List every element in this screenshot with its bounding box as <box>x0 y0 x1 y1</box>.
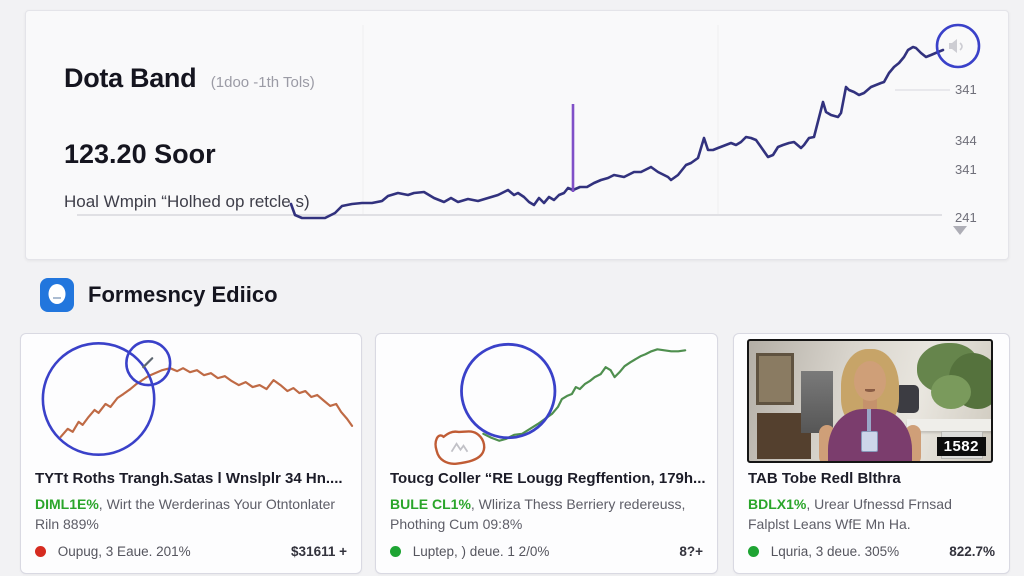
main-price-chart[interactable] <box>0 0 1024 260</box>
card2-description: BULE CL1%, Wliriza Thess Berriery redere… <box>390 494 703 535</box>
card3-description: BDLX1%, Urear Ufnessd Frnsad Falplst Lea… <box>748 494 995 535</box>
wall-art <box>756 353 794 405</box>
card1-value: $31611 + <box>291 544 347 559</box>
y-axis-label: 341 <box>955 82 977 97</box>
card2-value: 8?+ <box>679 544 703 559</box>
annotation-circle-large <box>41 342 156 456</box>
speaker-icon[interactable] <box>949 39 957 53</box>
y-axis-label: 241 <box>955 210 977 225</box>
card1-source: Oupug, 3 Eaue. 201% <box>57 544 191 559</box>
desk <box>907 419 991 431</box>
view-count-badge: 1582 <box>936 437 986 456</box>
office-equipment <box>801 371 833 433</box>
card1-footer: Oupug, 3 Eaue. 201% $31611 + <box>35 544 347 560</box>
annotation-circle <box>935 23 981 69</box>
video-card[interactable]: 1582 TAB Tobe Redl Blthra BDLX1%, Urear … <box>733 333 1010 574</box>
card2-title[interactable]: Toucg Coller “RE Lougg Regffention, 179h… <box>390 470 705 487</box>
annotation-blob <box>434 430 486 465</box>
card3-footer: Lquria, 3 deue. 305% 822.7% <box>748 544 995 560</box>
price-chart-panel: Dota Band (1doo -1th Tols) 123.20 Soor H… <box>25 10 1009 260</box>
price-line-series <box>289 45 945 220</box>
annotation-circle-small <box>125 340 172 387</box>
card2-line-series <box>482 348 687 442</box>
card1-sparkline <box>21 334 361 466</box>
status-dot <box>748 546 759 557</box>
news-card-1[interactable]: TYTt Roths Trangh.Satas l Wnslplr 34 Hn.… <box>20 333 362 574</box>
panel-header: Dota Band (1doo -1th Tols) <box>64 63 315 94</box>
card1-summary: , Wirt the Werderinas Your Otntonlater R… <box>35 496 336 533</box>
card2-footer: Luptep, ) deue. 1 2/0% 8?+ <box>390 544 703 560</box>
annotation-circle <box>460 342 557 440</box>
card3-ticker-change: BDLX1% <box>748 496 807 512</box>
current-price: 123.20 Soor <box>64 139 216 169</box>
card1-title[interactable]: TYTt Roths Trangh.Satas l Wnslplr 34 Hn.… <box>35 470 343 487</box>
egg-glyph <box>48 284 66 304</box>
id-badge <box>861 431 878 452</box>
status-dot <box>35 546 46 557</box>
instrument-subtitle: (1doo -1th Tols) <box>210 74 315 91</box>
person-face <box>854 361 886 401</box>
section-app-icon <box>40 278 74 312</box>
card2-source: Luptep, ) deue. 1 2/0% <box>412 544 550 559</box>
plant <box>931 375 971 409</box>
card3-summary: , Urear Ufnessd Frnsad Falplst Leans WfE… <box>748 496 952 533</box>
video-thumbnail[interactable]: 1582 <box>747 339 993 463</box>
desk-object <box>895 385 919 413</box>
card2-summary: , Wliriza Thess Berriery redereuss, Phot… <box>390 496 686 533</box>
news-card-2[interactable]: Toucg Coller “RE Lougg Regffention, 179h… <box>375 333 718 574</box>
section-title: Formesncy Ediico <box>88 282 278 307</box>
card1-description: DIML1E%, Wirt the Werderinas Your Otnton… <box>35 494 347 535</box>
status-dot <box>390 546 401 557</box>
card3-source: Lquria, 3 deue. 305% <box>770 544 900 559</box>
person-smile <box>865 389 875 392</box>
placeholder-icon <box>450 442 469 453</box>
card1-line-series <box>59 367 354 438</box>
pen-mark <box>142 357 154 369</box>
instrument-title: Dota Band <box>64 63 197 93</box>
card2-ticker-change: BULE CL1% <box>390 496 471 512</box>
y-axis-label: 341 <box>955 162 977 177</box>
card1-ticker-change: DIML1E% <box>35 496 99 512</box>
y-axis-label: 344 <box>955 133 977 148</box>
lanyard <box>867 409 871 435</box>
chevron-down-icon[interactable] <box>953 226 967 235</box>
card3-value: 822.7% <box>949 544 995 559</box>
price-caption: Hoal Wmpin “Holhed op retcle s) <box>64 192 310 211</box>
speaker-wave <box>959 42 963 51</box>
card3-title[interactable]: TAB Tobe Redl Blthra <box>748 470 901 487</box>
card2-sparkline <box>376 334 717 466</box>
